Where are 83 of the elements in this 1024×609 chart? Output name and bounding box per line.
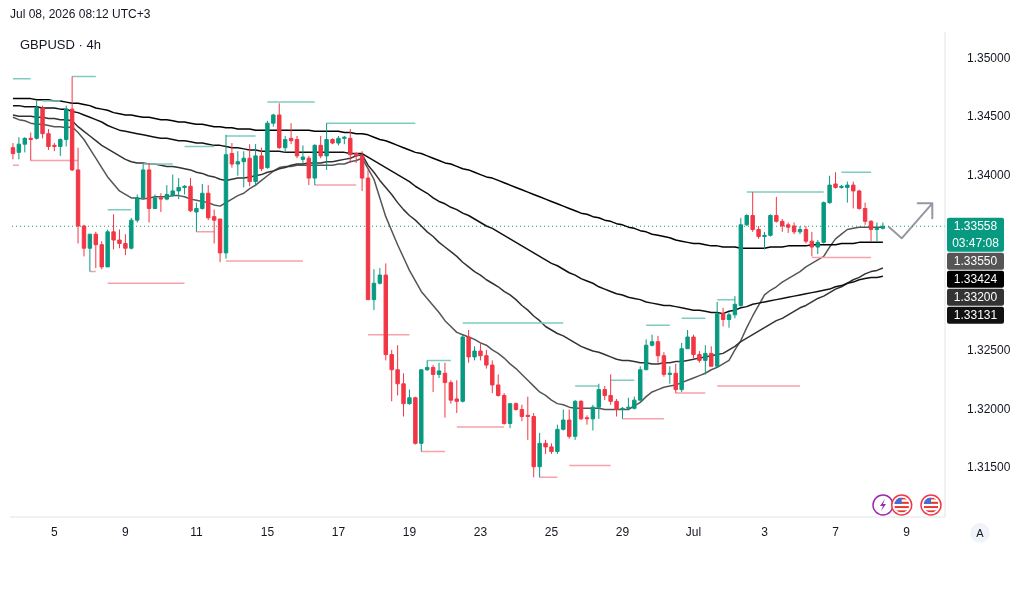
y-tick-label: 1.31500	[967, 460, 1011, 475]
candlestick	[584, 414, 590, 426]
x-tick-label: Jul	[685, 524, 702, 539]
x-tick-label: 17	[331, 524, 346, 539]
candlestick	[330, 137, 335, 145]
x-tick-label: 23	[473, 524, 488, 539]
line-series	[12, 104, 884, 315]
y-tick-label: 1.34500	[967, 109, 1011, 124]
x-tick-label: 5	[51, 524, 59, 539]
candlestick	[34, 100, 39, 141]
candlestick	[578, 399, 584, 421]
y-tick-label: 1.35000	[967, 50, 1011, 65]
x-tick-label: 19	[402, 524, 417, 539]
candlestick	[661, 351, 667, 378]
candlestick	[472, 345, 477, 361]
candlestick	[312, 143, 317, 186]
candlestick	[413, 396, 418, 446]
candlestick	[442, 362, 448, 419]
candlestick	[105, 229, 110, 268]
candlestick	[460, 334, 465, 403]
candlestick	[282, 135, 288, 153]
candlestick	[87, 233, 93, 273]
candlestick	[513, 401, 519, 412]
candlestick	[407, 389, 412, 406]
y-tick-label: 1.32500	[967, 343, 1011, 358]
candlestick	[436, 362, 442, 379]
candlestick	[253, 143, 258, 187]
candlestick	[306, 155, 312, 186]
candlestick	[430, 364, 436, 393]
candlestick	[81, 224, 87, 257]
x-tick-label: 29	[615, 524, 630, 539]
candlestick	[288, 122, 294, 145]
candlestick	[673, 363, 678, 394]
candlestick	[277, 102, 282, 150]
x-tick-label: 7	[832, 524, 840, 539]
y-tick-label: 1.32000	[967, 401, 1011, 416]
x-tick-label: 3	[761, 524, 769, 539]
y-tick-label: 1.34000	[967, 167, 1011, 182]
x-tick-label: 9	[903, 524, 911, 539]
candlestick	[833, 171, 838, 190]
candlestick	[324, 122, 329, 171]
text: 03:47:08	[952, 236, 1000, 251]
candlestick	[300, 144, 306, 164]
candlestick	[259, 147, 264, 172]
line-series	[12, 97, 884, 249]
x-tick-label: 11	[190, 524, 203, 539]
candlestick	[537, 432, 542, 478]
candlestick	[365, 169, 371, 301]
x-tick-label: 25	[544, 524, 559, 539]
candlestick	[28, 132, 33, 162]
candlestick	[703, 344, 708, 375]
candlestick	[507, 403, 513, 429]
candlestick	[247, 143, 252, 187]
candlestick	[466, 329, 471, 364]
ref-line-label: 1.33558	[953, 219, 998, 234]
candlestick	[714, 301, 720, 367]
candlestick	[667, 365, 673, 385]
text: 1.33131	[953, 308, 998, 323]
candlestick	[720, 307, 726, 328]
candlestick	[158, 192, 164, 213]
chart-title: GBPUSD · 4h	[20, 37, 101, 52]
candlestick	[229, 142, 235, 169]
circle-button: A	[970, 523, 990, 543]
candlestick	[318, 135, 323, 159]
text: Jul 08, 2026 08:12 UTC+3	[10, 7, 151, 21]
text: 1.33200	[953, 290, 998, 305]
text: 1.33424	[953, 272, 998, 287]
candlestick	[655, 335, 661, 364]
candlestick	[709, 345, 714, 367]
x-tick-label: 9	[122, 524, 130, 539]
candlestick	[294, 135, 300, 159]
candlestick	[10, 142, 16, 160]
candlestick	[567, 408, 572, 440]
line-series	[12, 114, 884, 365]
candlestick	[797, 225, 803, 235]
candlestick	[868, 219, 874, 242]
candlestick	[572, 399, 578, 441]
candlestick	[146, 162, 152, 223]
text: 1.33550	[953, 254, 998, 269]
candlestick	[726, 311, 732, 329]
x-tick-label: 15	[260, 524, 275, 539]
candlestick	[152, 193, 158, 209]
candlestick	[188, 177, 193, 213]
